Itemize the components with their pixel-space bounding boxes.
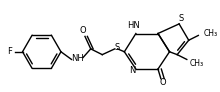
Text: S: S bbox=[178, 14, 184, 23]
Text: HN: HN bbox=[127, 21, 139, 30]
Text: O: O bbox=[160, 78, 166, 87]
Text: O: O bbox=[80, 26, 86, 35]
Text: CH₃: CH₃ bbox=[203, 29, 217, 38]
Text: S: S bbox=[114, 43, 119, 52]
Text: F: F bbox=[7, 47, 12, 56]
Text: CH₃: CH₃ bbox=[190, 59, 204, 68]
Text: N: N bbox=[129, 67, 135, 75]
Text: NH: NH bbox=[71, 54, 84, 63]
